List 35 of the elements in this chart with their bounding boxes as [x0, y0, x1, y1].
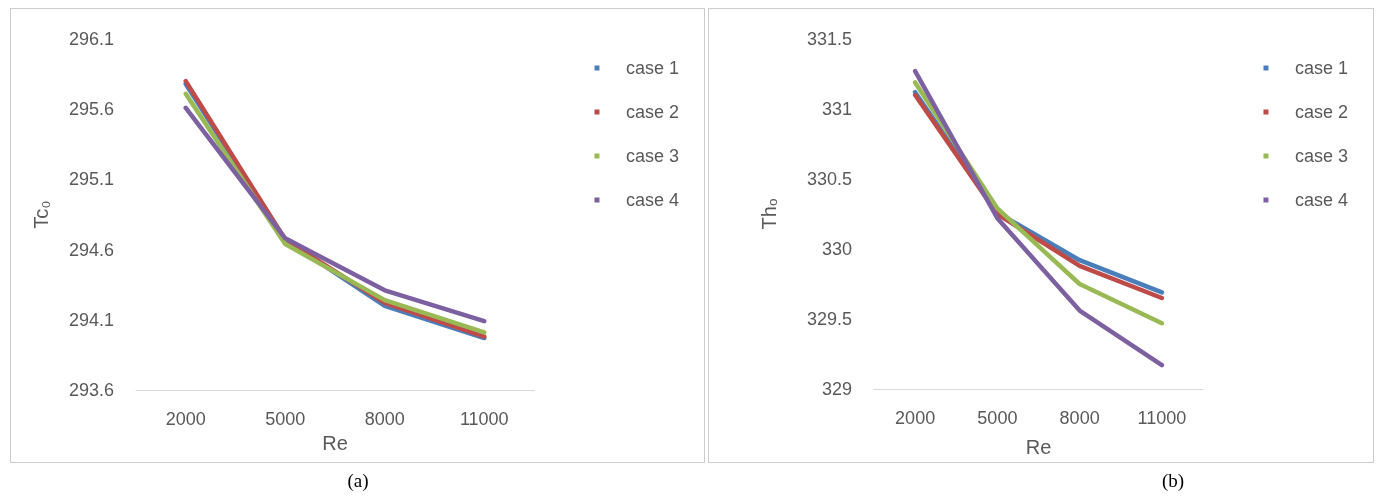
x-tick-label: 8000 — [1059, 408, 1100, 428]
y-tick-label: 331 — [821, 99, 852, 119]
x-axis-title: Re — [1025, 436, 1052, 458]
x-tick-label: 8000 — [364, 409, 405, 429]
y-tick-label: 329 — [821, 379, 852, 399]
y-axis-title: Thₒ — [758, 198, 780, 230]
legend-label: case 3 — [625, 146, 680, 166]
x-tick-label: 5000 — [977, 408, 1018, 428]
y-tick-label: 329.5 — [806, 309, 852, 329]
x-tick-label: 2000 — [165, 409, 206, 429]
y-tick-label: 296.1 — [68, 29, 114, 49]
text: (a) — [346, 470, 370, 492]
legend-label: case 1 — [625, 58, 680, 78]
legend-label: case 4 — [1294, 190, 1349, 210]
line-series — [912, 68, 1165, 368]
legend-label: case 1 — [1294, 58, 1349, 78]
x-tick-label: 5000 — [265, 409, 306, 429]
y-tick-label: 293.6 — [68, 380, 114, 400]
x-tick-label: 11000 — [1137, 408, 1187, 428]
y-tick-label: 330.5 — [806, 169, 852, 189]
x-axis-title: Re — [322, 431, 348, 454]
legend-label: case 2 — [1294, 102, 1349, 122]
legend-label: case 2 — [625, 102, 680, 122]
y-tick-label: 330 — [821, 239, 852, 259]
y-tick-label: 295.6 — [68, 99, 114, 120]
y-tick-label: 295.1 — [68, 169, 114, 190]
text: (b) — [1160, 470, 1186, 492]
y-tick-label: 331.5 — [806, 29, 852, 49]
y-axis-title: Tc₀ — [30, 200, 52, 229]
legend-label: case 3 — [1294, 146, 1349, 166]
x-tick-label: 11000 — [459, 409, 509, 429]
x-tick-label: 2000 — [895, 408, 936, 428]
y-tick-label: 294.1 — [68, 309, 114, 330]
y-tick-label: 294.6 — [68, 239, 114, 260]
legend-label: case 4 — [625, 190, 680, 210]
